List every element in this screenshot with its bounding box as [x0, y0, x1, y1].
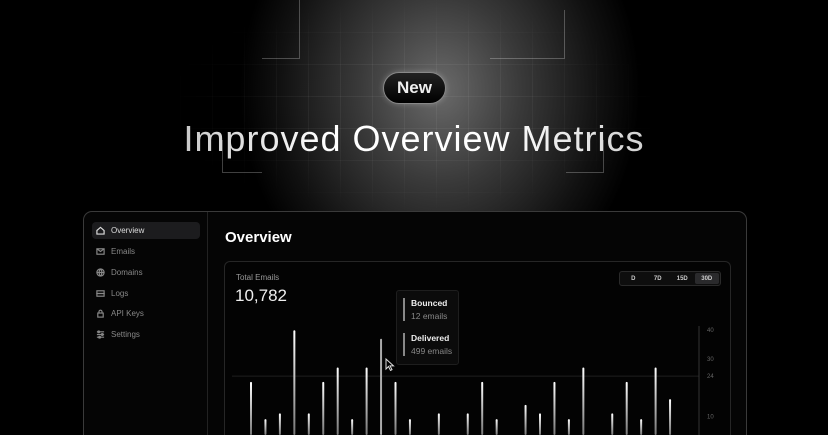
tooltip-delivered: Delivered 499 emails	[403, 333, 452, 356]
range-15d[interactable]: 15D	[676, 275, 688, 282]
decor-bracket	[222, 140, 262, 173]
range-selector: D 7D 15D 30D	[619, 271, 721, 286]
range-30d[interactable]: 30D	[694, 273, 719, 284]
cursor-icon	[385, 358, 395, 372]
app-window: Overview Emails Domains Logs API Keys Se…	[83, 211, 747, 435]
sidebar-item-domains[interactable]: Domains	[92, 264, 200, 281]
total-emails-card: Total Emails 10,782 D 7D 15D 30D	[224, 261, 731, 435]
sidebar-item-label: Settings	[111, 330, 140, 339]
sidebar-item-label: Overview	[111, 226, 145, 235]
sidebar-item-settings[interactable]: Settings	[92, 326, 200, 343]
decor-bracket	[262, 0, 300, 59]
sidebar-item-label: API Keys	[111, 309, 144, 318]
tooltip-value: 12 emails	[411, 311, 448, 321]
home-icon	[96, 226, 105, 235]
decor-bracket	[490, 10, 565, 59]
sidebar: Overview Emails Domains Logs API Keys Se…	[84, 212, 208, 435]
new-badge: New	[383, 72, 446, 104]
sidebar-item-label: Domains	[111, 268, 143, 277]
sidebar-item-api-keys[interactable]: API Keys	[92, 305, 200, 322]
metric-label: Total Emails	[236, 273, 280, 282]
chart-tooltip: Bounced 12 emails Delivered 499 emails	[396, 290, 459, 365]
sidebar-item-logs[interactable]: Logs	[92, 285, 200, 302]
sidebar-item-emails[interactable]: Emails	[92, 243, 200, 260]
headline: Improved Overview Metrics	[0, 118, 828, 160]
range-d[interactable]: D	[631, 275, 636, 282]
logs-icon	[96, 290, 105, 297]
mail-icon	[96, 248, 105, 255]
tooltip-title: Delivered	[411, 333, 450, 343]
sidebar-item-label: Logs	[111, 289, 129, 298]
sidebar-item-overview[interactable]: Overview	[92, 222, 200, 239]
tooltip-bounced: Bounced 12 emails	[403, 298, 447, 321]
background-grid	[180, 0, 650, 210]
range-7d[interactable]: 7D	[653, 275, 662, 282]
metric-value: 10,782	[235, 286, 287, 305]
page-title: Overview	[225, 229, 292, 246]
sidebar-item-label: Emails	[111, 247, 136, 256]
decor-bracket	[566, 140, 604, 173]
sliders-icon	[96, 330, 105, 339]
tooltip-value: 499 emails	[411, 346, 453, 356]
tooltip-title: Bounced	[411, 298, 448, 308]
lock-icon	[97, 309, 104, 318]
globe-icon	[96, 268, 105, 277]
